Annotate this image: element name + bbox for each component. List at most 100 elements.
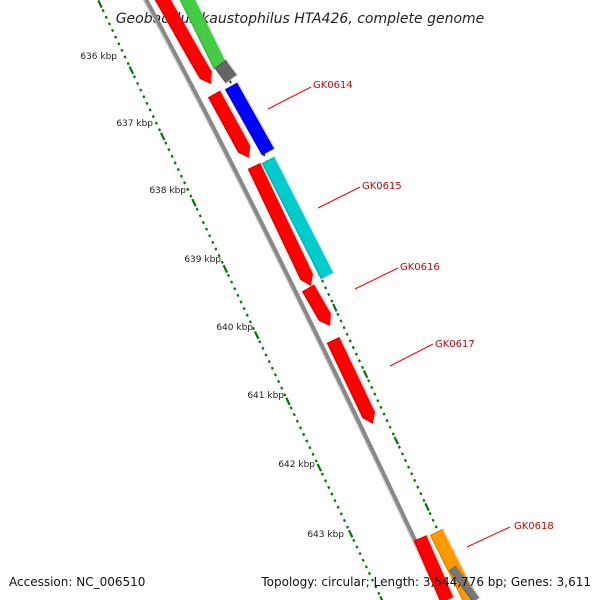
inner-tick-minor: [242, 306, 246, 311]
inner-tick-minor: [302, 432, 306, 437]
inner-tick-minor: [195, 207, 199, 211]
inner-tick-minor: [151, 114, 155, 119]
cds-arrow[interactable]: [413, 535, 454, 600]
inner-tick-minor: [145, 101, 149, 105]
inner-tick-minor: [330, 492, 334, 496]
outer-tick-minor: [434, 525, 438, 529]
outer-tick-minor: [370, 385, 374, 390]
inner-tick-minor: [117, 42, 121, 46]
inner-tick-minor: [277, 379, 281, 384]
outer-tick-minor: [367, 379, 371, 383]
gene-label-leader: [389, 343, 434, 367]
gene-label-leader: [354, 267, 399, 290]
gene-label-gk0617[interactable]: GK0617: [435, 339, 475, 350]
outer-tick-minor: [382, 412, 386, 416]
inner-tick-minor: [236, 293, 240, 298]
inner-tick-minor: [270, 366, 274, 370]
inner-tick-minor: [170, 154, 174, 158]
inner-tick-minor: [258, 340, 262, 344]
inner-tick-minor: [101, 8, 105, 13]
outer-tick-major: [393, 436, 399, 445]
gene-label-gk0616[interactable]: GK0616: [400, 262, 440, 273]
inner-tick-minor: [167, 148, 171, 152]
gene-label-leader: [267, 86, 312, 110]
inner-tick-minor: [367, 571, 372, 576]
kbp-label: 636 kbp: [80, 52, 117, 62]
cds-arrow[interactable]: [301, 284, 331, 327]
inner-tick-major: [97, 0, 103, 9]
gene-arrow-green[interactable]: [179, 0, 227, 70]
inner-tick-minor: [358, 551, 362, 556]
inner-tick-minor: [324, 479, 328, 483]
inner-tick-minor: [110, 28, 115, 33]
outer-tick-minor: [428, 512, 432, 516]
inner-tick-minor: [305, 439, 309, 443]
inner-tick-minor: [239, 300, 243, 304]
gene-arrow-gk0614[interactable]: [224, 82, 275, 156]
outer-tick-minor: [391, 432, 395, 436]
inner-tick-minor: [126, 61, 130, 66]
outer-tick-minor: [354, 352, 358, 356]
inner-tick-major: [347, 529, 354, 538]
gene-label-gk0618[interactable]: GK0618: [514, 521, 554, 532]
cds-arrow[interactable]: [192, 58, 212, 84]
inner-tick-minor: [289, 406, 293, 410]
inner-tick-minor: [311, 452, 315, 456]
gene-arrow-gray-2[interactable]: [448, 565, 480, 600]
inner-tick-minor: [164, 141, 168, 145]
inner-tick-minor: [248, 320, 252, 324]
outer-tick-minor: [388, 425, 392, 429]
inner-tick-minor: [123, 55, 127, 59]
inner-tick-minor: [251, 326, 256, 331]
cds-arrow[interactable]: [154, 0, 205, 66]
inner-tick-minor: [292, 412, 296, 417]
outer-tick-minor: [413, 478, 417, 483]
gene-label-gk0614[interactable]: GK0614: [313, 80, 353, 91]
gene-label-gk0615[interactable]: GK0615: [362, 181, 402, 192]
outer-tick-major: [332, 303, 338, 312]
inner-tick-major: [128, 66, 135, 75]
inner-tick-minor: [273, 373, 278, 377]
kbp-label: 639 kbp: [184, 255, 221, 265]
gene-arrow-gk0615[interactable]: [261, 156, 334, 280]
outer-tick-minor: [410, 472, 414, 476]
inner-tick-minor: [308, 446, 312, 450]
inner-tick-minor: [220, 260, 224, 264]
inner-tick-minor: [364, 565, 368, 569]
outer-tick-major: [424, 502, 430, 512]
cds-arrow[interactable]: [247, 163, 313, 286]
cds-arrow[interactable]: [207, 90, 251, 158]
inner-tick-minor: [201, 220, 205, 225]
outer-tick-minor: [422, 498, 426, 502]
inner-tick-minor: [280, 386, 284, 390]
inner-tick-minor: [298, 426, 303, 430]
outer-tick-minor: [330, 299, 334, 303]
inner-tick-minor: [183, 181, 187, 185]
accession-text: Accession: NC_006510: [9, 575, 145, 589]
inner-tick-minor: [261, 346, 265, 351]
cds-arrow[interactable]: [326, 337, 375, 424]
inner-tick-minor: [211, 240, 215, 245]
outer-tick-minor: [357, 359, 361, 363]
inner-tick-minor: [336, 505, 340, 509]
outer-tick-minor: [376, 399, 380, 403]
cds-arrow-edge: [208, 89, 252, 159]
cds-arrow-edge: [192, 57, 214, 85]
outer-tick-major: [362, 370, 369, 379]
inner-tick-minor: [104, 15, 108, 19]
inner-tick-minor: [157, 128, 162, 132]
inner-tick-minor: [352, 538, 356, 543]
inner-tick-minor: [189, 194, 193, 198]
gene-arrow-gray[interactable]: [214, 59, 237, 84]
cds-arrow-edge: [413, 534, 456, 600]
inner-tick-minor: [226, 273, 231, 278]
inner-tick-major: [191, 198, 197, 207]
inner-tick-minor: [142, 95, 146, 99]
inner-tick-minor: [154, 121, 158, 125]
inner-tick-minor: [377, 591, 381, 596]
inner-tick-minor: [217, 253, 221, 258]
inner-tick-minor: [132, 75, 137, 79]
kbp-label: 640 kbp: [216, 323, 253, 333]
outer-tick-minor: [348, 339, 352, 343]
